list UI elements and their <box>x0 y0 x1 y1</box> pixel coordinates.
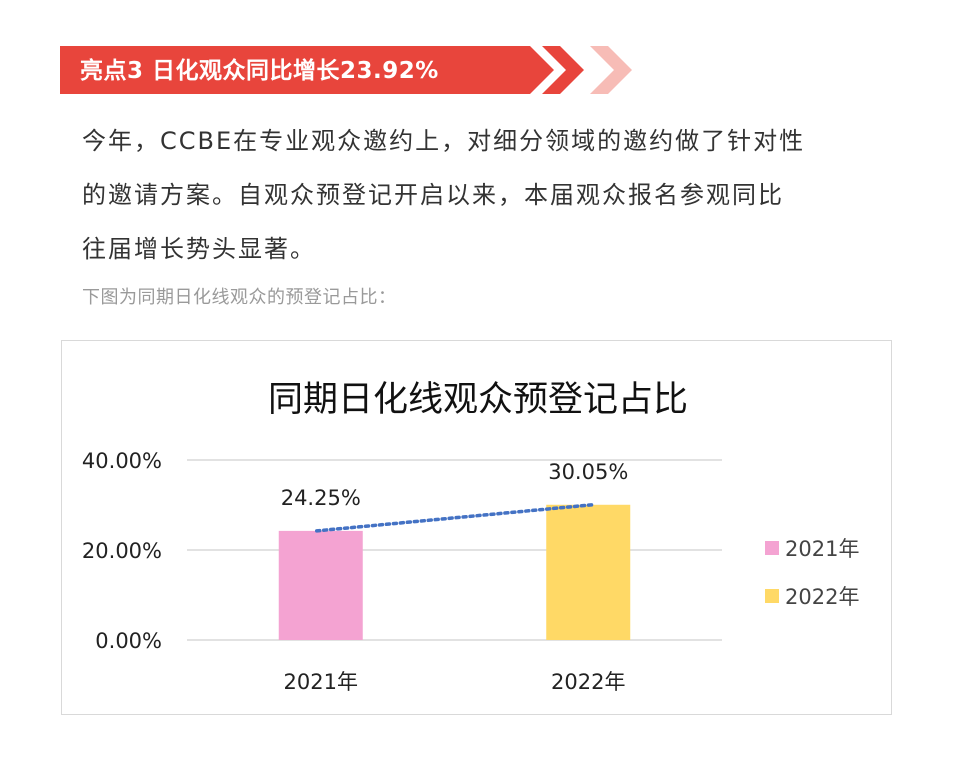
legend-label: 2021年 <box>785 537 859 561</box>
paragraph-line: 的邀请方案。自观众预登记开启以来，本届观众报名参观同比 <box>82 181 784 209</box>
y-tick-label: 20.00% <box>82 539 162 563</box>
bar <box>278 530 363 640</box>
banner-shape <box>60 46 632 94</box>
chart-caption: 下图为同期日化线观众的预登记占比： <box>82 287 397 308</box>
legend-swatch <box>765 541 779 555</box>
banner-title: 亮点3 日化观众同比增长23.92% <box>80 58 439 84</box>
intro-paragraph: 今年，CCBE在专业观众邀约上，对细分领域的邀约做了针对性 的邀请方案。自观众预… <box>82 114 882 276</box>
bar <box>546 504 631 640</box>
chevron-light-icon <box>590 46 632 94</box>
banner-background <box>60 46 554 94</box>
paragraph-line: 往届增长势头显著。 <box>82 235 316 263</box>
trendline <box>315 503 594 533</box>
chevron-icon <box>542 46 584 94</box>
legend-swatch <box>765 589 779 603</box>
chart-title: 同期日化线观众预登记占比 <box>268 380 688 420</box>
bar-chart: 同期日化线观众预登记占比 0.00% 20.00% 40.00% 24.25% 2021年… <box>82 380 860 694</box>
highlight-banner: 亮点3 日化观众同比增长23.92% <box>60 46 640 94</box>
x-tick-label: 2021年 <box>284 670 358 694</box>
y-tick-label: 0.00% <box>95 629 162 653</box>
data-label: 24.25% <box>281 486 361 510</box>
data-label: 30.05% <box>548 460 628 484</box>
chart-container: 同期日化线观众预登记占比 0.00% 20.00% 40.00% 24.25% 2021年… <box>61 340 892 715</box>
legend-label: 2022年 <box>785 585 859 609</box>
x-tick-label: 2022年 <box>551 670 625 694</box>
y-tick-label: 40.00% <box>82 449 162 473</box>
paragraph-line: 今年，CCBE在专业观众邀约上，对细分领域的邀约做了针对性 <box>82 127 806 155</box>
